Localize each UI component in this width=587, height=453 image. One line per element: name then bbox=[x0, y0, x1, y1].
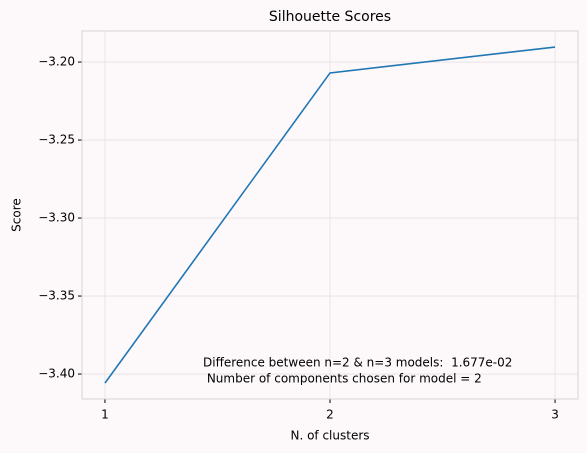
y-axis-label: Score bbox=[10, 198, 24, 232]
x-tick-label: 3 bbox=[551, 408, 559, 422]
plot-frame bbox=[81, 30, 579, 400]
y-tick-label: −3.35 bbox=[38, 289, 75, 303]
y-tick-label: −3.25 bbox=[38, 133, 75, 147]
y-tick-label: −3.20 bbox=[38, 55, 75, 69]
y-tick-label: −3.30 bbox=[38, 211, 75, 225]
chart-title: Silhouette Scores bbox=[269, 9, 391, 25]
x-axis-label: N. of clusters bbox=[290, 429, 369, 443]
x-tick-label: 1 bbox=[101, 408, 109, 422]
annotation: Number of components chosen for model = … bbox=[203, 372, 482, 386]
y-tick-label: −3.40 bbox=[38, 367, 75, 381]
x-tick-label: 2 bbox=[326, 408, 334, 422]
annotation: Difference between n=2 & n=3 models: 1.6… bbox=[203, 356, 512, 370]
line-series bbox=[104, 46, 556, 384]
